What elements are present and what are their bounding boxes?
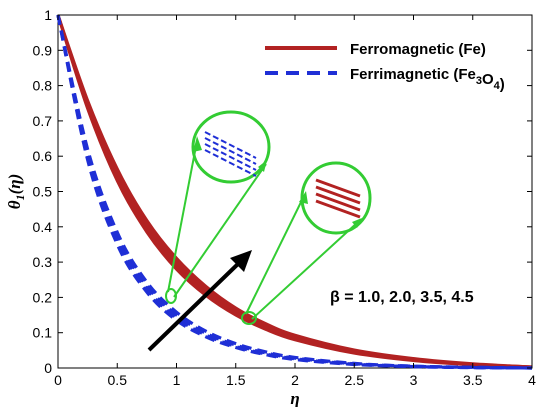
zoom-fe3o4-line <box>204 143 257 171</box>
beta-parameter-label: β = 1.0, 2.0, 3.5, 4.5 <box>330 289 474 306</box>
zoom-fe-line <box>315 178 361 198</box>
x-tick-label: 0.5 <box>108 372 128 388</box>
y-tick-label: 0.6 <box>33 148 53 164</box>
zoom-line <box>173 163 267 298</box>
legend-label-part: Ferrimagnetic (Fe <box>350 66 476 83</box>
zoom-fe-line <box>315 185 361 205</box>
zoom-line <box>167 140 198 293</box>
increase-arrow-shaft <box>147 260 242 352</box>
zoom-arrowhead <box>258 160 267 172</box>
zoom-marker-fe <box>241 311 257 325</box>
x-tick-label: 3 <box>410 372 418 388</box>
zoom-arrowhead <box>299 191 308 204</box>
legend-label-part: O <box>482 71 494 88</box>
x-tick-label: 2.5 <box>345 372 365 388</box>
x-tick-label: 3.5 <box>463 372 483 388</box>
zoom-callout-fe3o4 <box>191 110 271 184</box>
legend: Ferromagnetic (Fe) Ferrimagnetic (Fe3O4) <box>265 41 505 93</box>
legend-label-sub: 3 <box>476 75 482 87</box>
y-tick-label: 0.8 <box>33 78 53 94</box>
legend-label-part: Ferromagnetic (Fe) <box>350 41 486 58</box>
x-tick-label: 2 <box>291 372 299 388</box>
x-tick-label: 0 <box>54 372 62 388</box>
y-tick-label: 0.2 <box>33 289 53 305</box>
zoom-fe3o4-line <box>204 137 257 165</box>
x-tick-label: 4 <box>528 372 536 388</box>
legend-label-sub: 4 <box>494 80 501 92</box>
increase-arrow-head <box>230 250 252 272</box>
y-tick-label: 0.4 <box>33 219 53 235</box>
zoom-fe3o4-line <box>204 149 257 177</box>
zoom-line <box>251 221 359 320</box>
zoom-arrowhead <box>193 136 202 152</box>
zoom-marker-fe3o4 <box>165 288 177 304</box>
y-tick-label: 0.9 <box>33 42 53 58</box>
y-tick-label: 0.1 <box>33 325 53 341</box>
legend-label-1: Ferrimagnetic (Fe3O4) <box>350 66 505 93</box>
y-tick-label: 0.3 <box>33 254 53 270</box>
y-axis-label-base: θ <box>5 200 24 209</box>
zoom-fe-line <box>315 199 361 219</box>
y-axis-label: θ1(η) <box>5 174 27 209</box>
x-tick-label: 1 <box>173 372 181 388</box>
zoom-line <box>245 195 305 315</box>
x-tick-label: 1.5 <box>226 372 246 388</box>
series-group <box>56 14 533 370</box>
y-tick-label: 1 <box>44 7 52 23</box>
legend-label-0: Ferromagnetic (Fe) <box>350 41 486 58</box>
zoom-fe-line <box>315 192 361 212</box>
y-axis-label-arg: (η) <box>5 174 24 195</box>
legend-label-part: ) <box>500 76 505 93</box>
y-tick-label: 0.7 <box>33 113 53 129</box>
y-axis-label-sub: 1 <box>13 194 27 200</box>
annotation-group: β = 1.0, 2.0, 3.5, 4.5 <box>147 110 474 352</box>
y-tick-label: 0 <box>44 360 52 376</box>
series-line-fe-beta-4 <box>56 14 533 369</box>
x-axis-label: η <box>290 389 299 407</box>
y-tick-label: 0.5 <box>33 184 53 200</box>
zoom-arrowhead <box>352 218 362 228</box>
series-line-fe3o4-beta-4 <box>56 14 533 370</box>
zoom-fe3o4-line <box>204 131 257 159</box>
